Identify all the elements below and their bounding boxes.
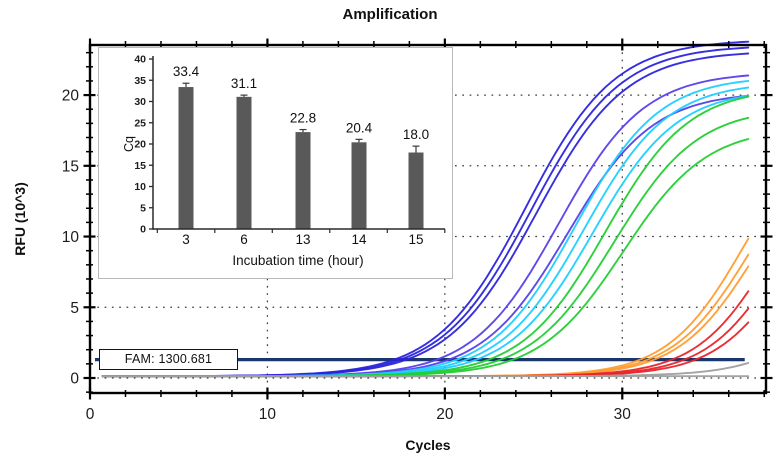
inset-x-category-label: 15 xyxy=(408,232,423,247)
cq-bar xyxy=(408,152,424,229)
cq-bar xyxy=(178,87,194,229)
inset-x-axis-title: Incubation time (hour) xyxy=(232,253,364,268)
cq-bar-chart: 0 5 10 15 20 25 30 35 40 33.4 3 31.1 6 22.8 13 20.4 14 18… xyxy=(134,54,446,247)
inset-y-tick-label: 20 xyxy=(134,139,146,151)
y-tick-label: 15 xyxy=(62,158,79,175)
y-axis-title: RFU (10^3) xyxy=(12,182,28,256)
y-tick-label: 20 xyxy=(62,88,80,105)
cq-bar xyxy=(236,96,252,229)
chart-title: Amplification xyxy=(342,6,438,23)
x-tick-label: 20 xyxy=(436,406,454,423)
inset-x-category-label: 3 xyxy=(182,232,190,247)
inset-y-tick-label: 40 xyxy=(134,54,146,66)
inset-y-tick-label: 5 xyxy=(140,202,146,214)
bar-value-label: 22.8 xyxy=(290,111,316,126)
inset-y-tick-label: 0 xyxy=(140,224,146,236)
x-tick-label: 10 xyxy=(259,406,277,423)
inset-x-category-label: 6 xyxy=(240,232,248,247)
inset-y-axis-title: Cq xyxy=(122,136,136,152)
threshold-label[interactable]: FAM: 1300.681 xyxy=(99,349,238,370)
plot-frame xyxy=(88,43,768,395)
bar-value-label: 31.1 xyxy=(231,76,257,91)
cq-bar xyxy=(295,132,311,229)
bar-value-label: 18.0 xyxy=(403,127,429,142)
inset-y-tick-label: 10 xyxy=(134,181,146,193)
y-tick-label: 0 xyxy=(70,371,79,388)
y-tick-label: 10 xyxy=(62,229,80,246)
inset-y-tick-label: 35 xyxy=(134,75,146,87)
cq-inset-chart: 0 5 10 15 20 25 30 35 40 33.4 3 31.1 6 22.8 13 20.4 14 18… xyxy=(98,47,453,279)
inset-y-tick-label: 15 xyxy=(134,160,146,172)
inset-x-category-label: 14 xyxy=(351,232,367,247)
y-tick-label: 5 xyxy=(70,300,79,317)
inset-y-tick-label: 30 xyxy=(134,96,146,108)
bar-value-label: 20.4 xyxy=(346,120,373,135)
x-tick-label: 30 xyxy=(614,406,632,423)
x-tick-label: 0 xyxy=(86,406,95,423)
x-axis-title: Cycles xyxy=(405,437,451,453)
inset-y-tick-label: 25 xyxy=(134,117,146,129)
cq-bar xyxy=(351,142,367,229)
inset-x-category-label: 13 xyxy=(295,232,310,247)
bar-value-label: 33.4 xyxy=(173,64,200,79)
